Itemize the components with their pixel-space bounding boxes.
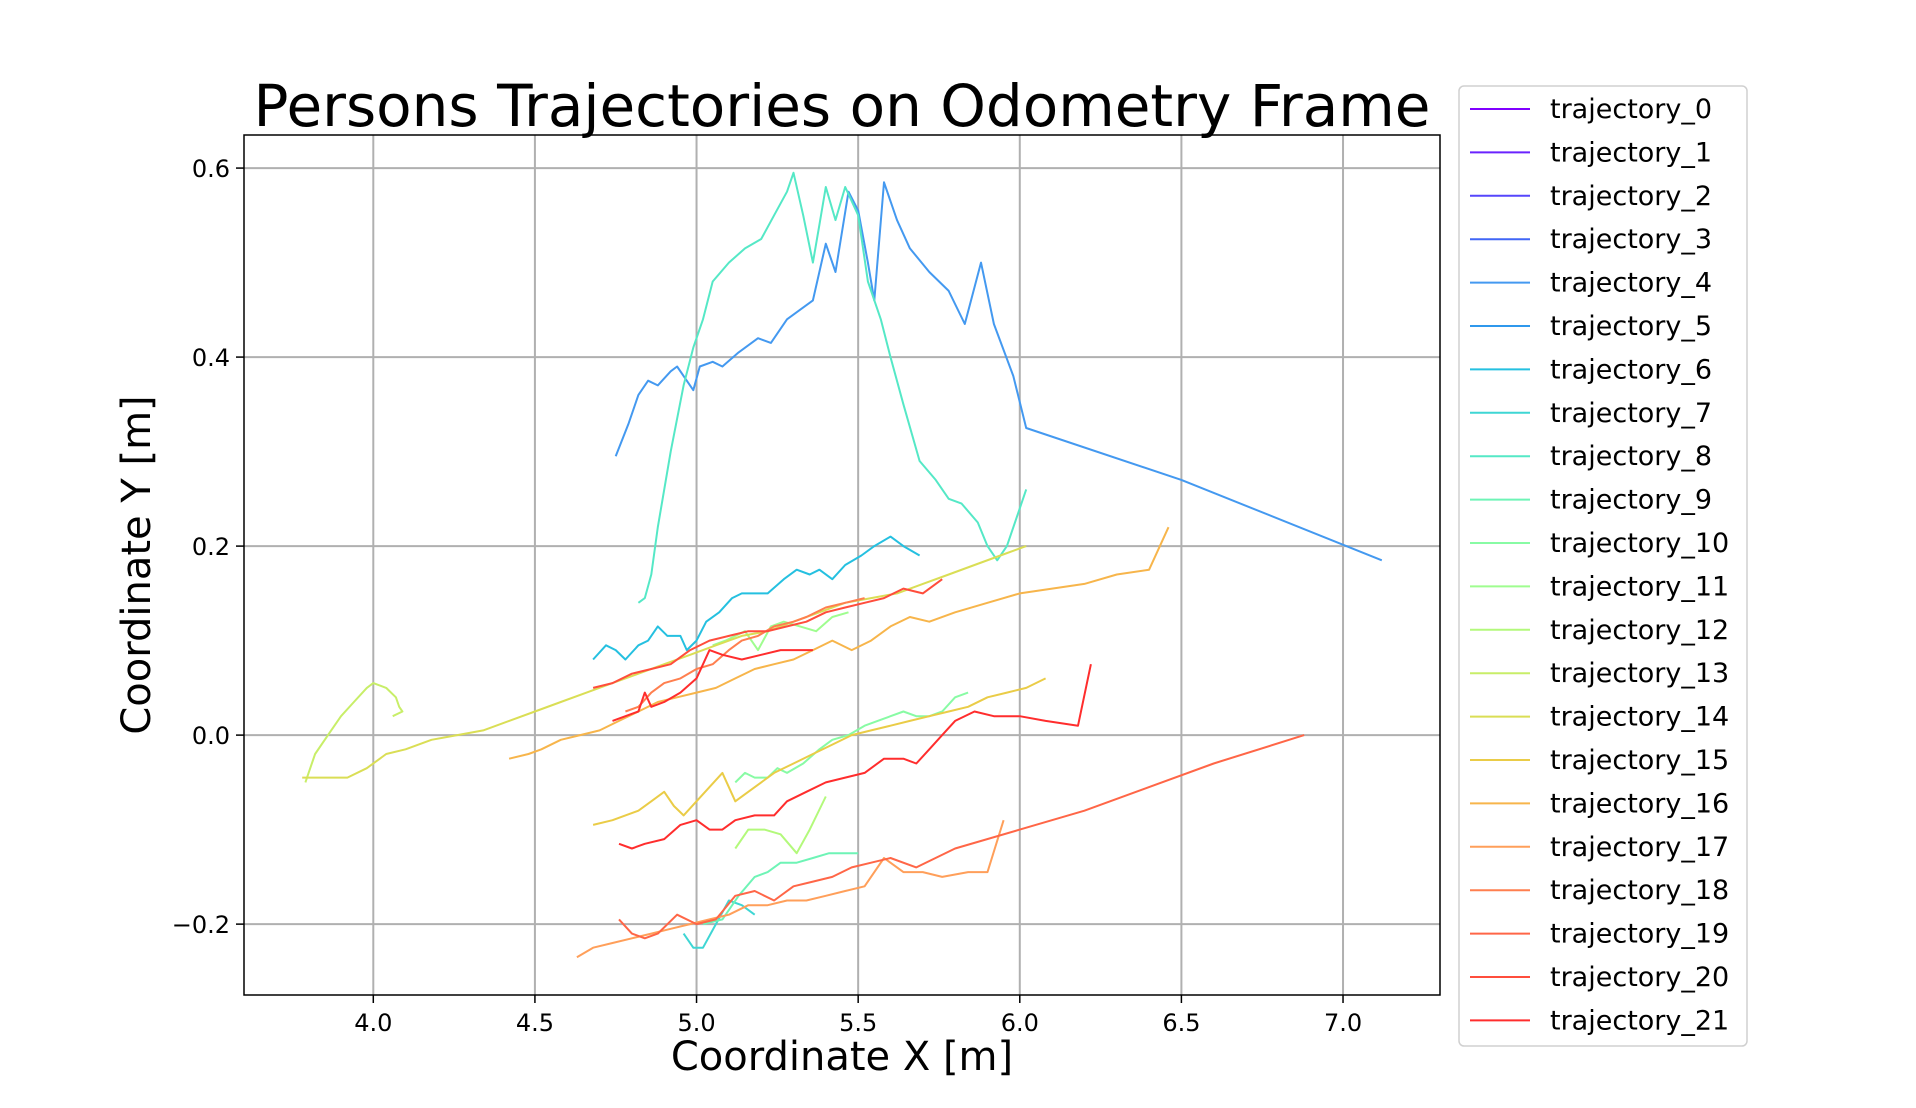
legend-label: trajectory_0 <box>1550 94 1712 125</box>
trajectory-lines <box>302 171 1383 959</box>
y-tick-label: 0.0 <box>192 722 230 750</box>
y-tick-label: 0.4 <box>192 344 230 372</box>
legend-label: trajectory_15 <box>1550 745 1729 776</box>
legend-label: trajectory_1 <box>1550 137 1712 168</box>
legend-label: trajectory_19 <box>1550 919 1729 950</box>
legend-label: trajectory_17 <box>1550 832 1729 863</box>
y-axis-label: Coordinate Y [m] <box>114 395 160 734</box>
series-line-trajectory_15 <box>592 677 1047 826</box>
legend-label: trajectory_2 <box>1550 181 1712 212</box>
legend-label: trajectory_14 <box>1550 702 1729 733</box>
legend-frame <box>1458 85 1748 1047</box>
x-axis-label: Coordinate X [m] <box>671 1034 1013 1080</box>
series-line-trajectory_17 <box>576 819 1005 959</box>
y-tick-label: −0.2 <box>172 911 230 939</box>
series-line-segment <box>612 649 813 722</box>
x-tick-label: 6.0 <box>1001 1009 1039 1037</box>
legend-label: trajectory_18 <box>1550 875 1729 906</box>
chart-title: Persons Trajectories on Odometry Frame <box>254 72 1431 140</box>
series-line-trajectory_20 <box>592 578 943 689</box>
series-line-trajectory_6 <box>592 535 921 661</box>
y-tick-label: 0.6 <box>192 155 230 183</box>
legend-label: trajectory_6 <box>1550 354 1712 385</box>
series-line-trajectory_9 <box>702 852 859 926</box>
series-line-trajectory_4 <box>614 181 1383 562</box>
legend-label: trajectory_16 <box>1550 788 1729 819</box>
legend-label: trajectory_7 <box>1550 398 1712 429</box>
series-line-trajectory_19 <box>618 734 1305 940</box>
x-tick-label: 4.5 <box>516 1009 554 1037</box>
legend-label: trajectory_8 <box>1550 441 1712 472</box>
series-line-trajectory_8 <box>637 171 1028 604</box>
y-tick-label: 0.2 <box>192 533 230 561</box>
series-line-trajectory_21 <box>618 663 1092 850</box>
x-tick-label: 4.0 <box>354 1009 392 1037</box>
x-tick-label: 5.5 <box>839 1009 877 1037</box>
legend-label: trajectory_13 <box>1550 658 1729 689</box>
plot-frame <box>243 134 1441 996</box>
x-tick-label: 7.0 <box>1324 1009 1362 1037</box>
legend-label: trajectory_3 <box>1550 224 1712 255</box>
series-line-trajectory_10 <box>734 691 969 784</box>
x-tick-label: 5.0 <box>677 1009 715 1037</box>
series-line-trajectory_18 <box>625 597 865 713</box>
legend-label: trajectory_21 <box>1550 1005 1729 1036</box>
legend-label: trajectory_4 <box>1550 268 1712 299</box>
legend-label: trajectory_20 <box>1550 962 1729 993</box>
axis-ticks: 4.0 4.5 5.0 5.5 6.0 6.5 7.0 0.6 0.4 0.2 0.0 −0.2 <box>172 155 1362 1037</box>
legend: trajectory_0 trajectory_1 trajectory_2traj… <box>1458 85 1748 1047</box>
legend-label: trajectory_9 <box>1550 485 1712 516</box>
series-line-trajectory_13 <box>304 682 404 783</box>
x-tick-label: 6.5 <box>1162 1009 1200 1037</box>
series-line-trajectory_16 <box>508 526 1170 760</box>
legend-label: trajectory_12 <box>1550 615 1729 646</box>
series-line-trajectory_14 <box>302 545 1027 779</box>
legend-label: trajectory_10 <box>1550 528 1729 559</box>
legend-label: trajectory_5 <box>1550 311 1712 342</box>
series-line-trajectory_7 <box>682 899 756 949</box>
series-line-trajectory_12 <box>734 796 827 855</box>
series-line-trajectory_11 <box>712 611 849 652</box>
legend-label: trajectory_11 <box>1550 571 1729 602</box>
grid-lines <box>244 135 1440 995</box>
